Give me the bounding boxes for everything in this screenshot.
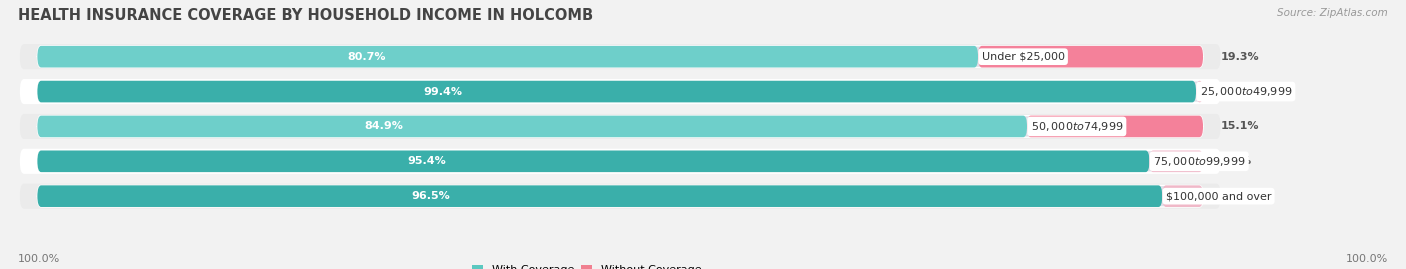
Text: $50,000 to $74,999: $50,000 to $74,999 [1031,120,1123,133]
FancyBboxPatch shape [38,46,979,68]
FancyBboxPatch shape [20,44,1220,69]
FancyBboxPatch shape [20,184,1220,209]
Text: HEALTH INSURANCE COVERAGE BY HOUSEHOLD INCOME IN HOLCOMB: HEALTH INSURANCE COVERAGE BY HOUSEHOLD I… [18,8,593,23]
FancyBboxPatch shape [38,150,1150,172]
Text: 3.5%: 3.5% [1220,191,1251,201]
Text: Source: ZipAtlas.com: Source: ZipAtlas.com [1277,8,1388,18]
Text: 84.9%: 84.9% [364,121,404,132]
FancyBboxPatch shape [38,116,1026,137]
Text: 100.0%: 100.0% [1346,254,1388,264]
FancyBboxPatch shape [1163,185,1204,207]
FancyBboxPatch shape [20,114,1220,139]
FancyBboxPatch shape [38,46,1204,68]
Text: $100,000 and over: $100,000 and over [1166,191,1271,201]
FancyBboxPatch shape [38,81,1197,102]
Text: 96.5%: 96.5% [412,191,450,201]
Text: 0.61%: 0.61% [1220,87,1260,97]
Text: $75,000 to $99,999: $75,000 to $99,999 [1153,155,1246,168]
Text: 4.6%: 4.6% [1220,156,1251,166]
FancyBboxPatch shape [38,150,1204,172]
FancyBboxPatch shape [20,79,1220,104]
FancyBboxPatch shape [1150,150,1204,172]
FancyBboxPatch shape [38,116,1204,137]
Legend: With Coverage, Without Coverage: With Coverage, Without Coverage [472,265,702,269]
Text: 100.0%: 100.0% [18,254,60,264]
FancyBboxPatch shape [38,81,1204,102]
Text: 80.7%: 80.7% [347,52,385,62]
Text: 15.1%: 15.1% [1220,121,1258,132]
FancyBboxPatch shape [20,149,1220,174]
Text: $25,000 to $49,999: $25,000 to $49,999 [1199,85,1292,98]
Text: 19.3%: 19.3% [1220,52,1260,62]
FancyBboxPatch shape [38,185,1163,207]
FancyBboxPatch shape [38,185,1204,207]
Text: 95.4%: 95.4% [408,156,446,166]
FancyBboxPatch shape [979,46,1204,68]
Text: Under $25,000: Under $25,000 [981,52,1064,62]
FancyBboxPatch shape [1197,81,1204,102]
Text: 99.4%: 99.4% [423,87,463,97]
FancyBboxPatch shape [1026,116,1204,137]
